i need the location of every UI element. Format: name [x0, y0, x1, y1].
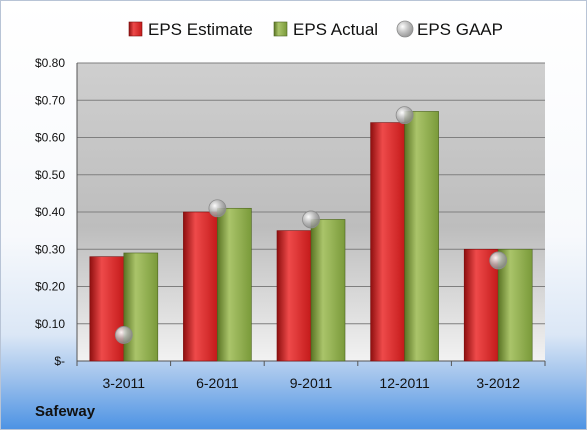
marker-eps-gaap — [489, 251, 508, 270]
bar-eps-actual — [404, 111, 439, 362]
bar-eps-estimate — [89, 256, 125, 362]
legend-label: EPS Estimate — [148, 20, 253, 39]
chart-legend: EPS Estimate EPS Actual EPS GAAP — [128, 20, 503, 39]
x-tick-label: 3-2011 — [103, 375, 146, 391]
y-tick-label: $0.60 — [35, 131, 65, 145]
y-tick-label: $0.10 — [35, 317, 65, 331]
legend-swatch — [273, 21, 288, 37]
legend-label: EPS GAAP — [417, 20, 503, 39]
company-label: Safeway — [35, 403, 96, 420]
bar-eps-actual — [497, 248, 533, 362]
marker-eps-gaap — [208, 199, 227, 218]
marker-eps-gaap — [114, 326, 133, 344]
bar-eps-estimate — [183, 211, 218, 362]
y-tick-label: $- — [54, 354, 65, 368]
bar-eps-actual — [310, 219, 346, 362]
x-tick-label: 3-2012 — [476, 375, 520, 391]
y-tick-label: $0.80 — [35, 56, 65, 70]
x-tick-label: 9-2011 — [290, 375, 333, 391]
bar-eps-estimate — [463, 248, 499, 362]
bar-eps-estimate — [276, 230, 312, 362]
x-tick-label: 6-2011 — [196, 375, 239, 391]
marker-eps-gaap — [395, 106, 414, 125]
bar-eps-actual — [217, 207, 252, 362]
x-tick-label: 12-2011 — [379, 375, 430, 391]
marker-eps-gaap — [302, 210, 320, 229]
legend-swatch — [396, 20, 414, 38]
y-tick-label: $0.30 — [35, 242, 65, 256]
legend-swatch — [128, 21, 143, 37]
legend-label: EPS Actual — [293, 20, 378, 39]
bar-eps-actual — [123, 252, 159, 362]
y-tick-label: $0.50 — [35, 168, 65, 182]
y-tick-label: $0.20 — [35, 280, 65, 294]
bar-eps-estimate — [370, 122, 405, 362]
y-tick-label: $0.70 — [35, 93, 65, 107]
y-tick-label: $0.40 — [35, 205, 65, 219]
